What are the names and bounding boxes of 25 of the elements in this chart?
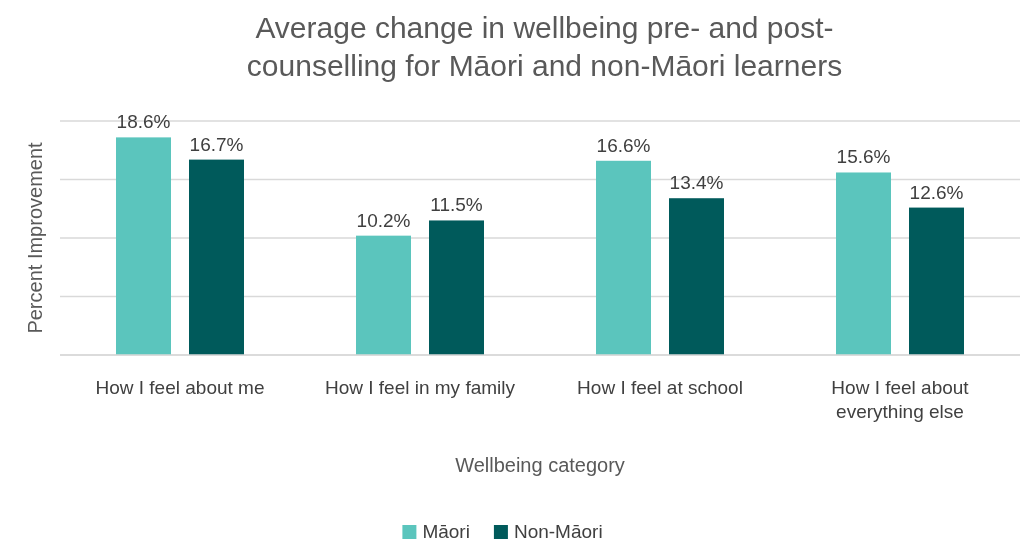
x-tick-label: How I feel in my family [324, 377, 516, 398]
legend-label: Māori [422, 521, 470, 542]
data-label: 18.6% [116, 111, 171, 133]
bar [669, 198, 724, 355]
x-axis-title: Wellbeing category [455, 454, 625, 476]
bar [189, 159, 244, 355]
x-tick-label: How I feel about everything else [831, 377, 970, 422]
x-tick-label: How I feel at school [577, 377, 743, 398]
data-label: 13.4% [669, 172, 724, 194]
data-label: 15.6% [836, 146, 891, 168]
x-tick-label: How I feel about me [95, 377, 265, 398]
legend-label: Non-Māori [513, 521, 603, 542]
bar [836, 172, 891, 355]
data-label: 16.7% [189, 133, 244, 155]
data-label: 10.2% [356, 209, 411, 231]
data-label: 11.5% [430, 194, 483, 216]
data-label: 12.6% [909, 181, 964, 203]
bar [116, 137, 171, 355]
chart-title: Average change in wellbeing pre- and post-counselling for Māori and non-Māori learners [246, 11, 843, 82]
data-label: 16.6% [596, 134, 651, 156]
y-axis-title: Percent Improvement [24, 141, 46, 334]
bar [596, 160, 651, 355]
bar [429, 220, 484, 355]
bar [909, 207, 964, 355]
bar [356, 235, 411, 355]
